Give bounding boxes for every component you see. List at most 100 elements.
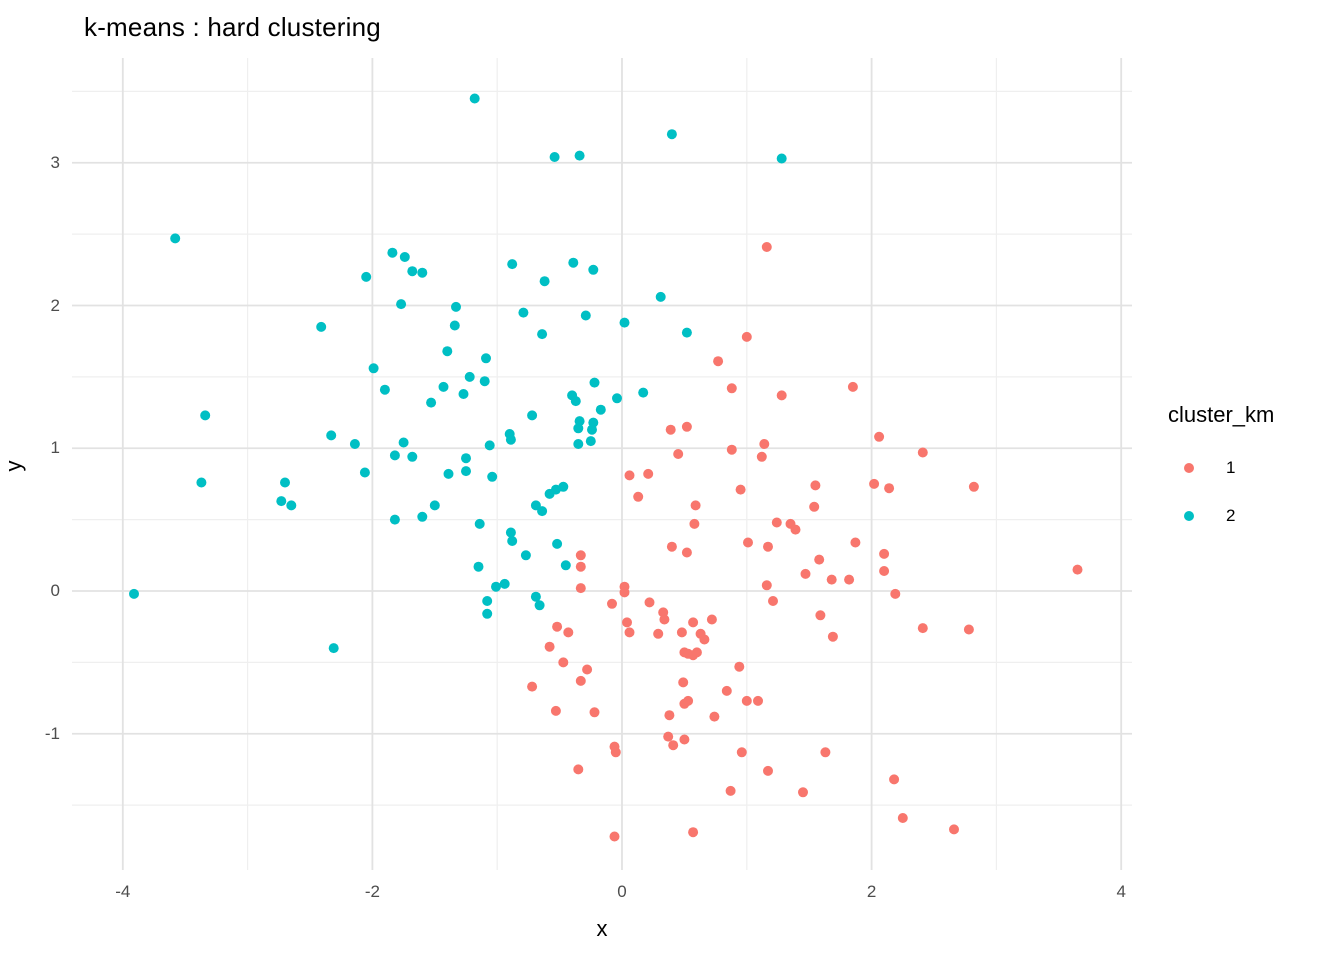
data-point-cluster-1 (688, 827, 699, 838)
data-point-cluster-1 (624, 627, 635, 638)
x-axis-title: x (596, 916, 608, 941)
data-point-cluster-1 (826, 574, 837, 585)
data-point-cluster-2 (585, 436, 596, 447)
data-point-cluster-1 (668, 740, 679, 751)
y-tick-label: -1 (44, 723, 60, 743)
data-point-cluster-1 (666, 541, 677, 552)
data-point-cluster-2 (587, 424, 597, 435)
chart-title: k-means : hard clustering (84, 12, 381, 42)
data-point-cluster-2 (461, 453, 471, 464)
data-point-cluster-2 (479, 376, 490, 387)
data-point-cluster-1 (690, 500, 701, 511)
data-point-cluster-1 (619, 587, 630, 598)
y-axis-title: y (1, 460, 26, 472)
data-point-cluster-1 (741, 695, 752, 706)
data-point-cluster-1 (558, 657, 569, 668)
data-point-cluster-2 (482, 596, 493, 606)
data-point-cluster-1 (563, 627, 574, 638)
y-tick-label: 1 (50, 438, 60, 458)
data-point-cluster-1 (884, 483, 895, 494)
data-point-cluster-1 (790, 524, 801, 535)
legend-item-label: 1 (1226, 458, 1236, 477)
data-point-cluster-2 (349, 439, 360, 449)
legend-item-cluster-2: 2 (1184, 504, 1235, 528)
data-point-cluster-1 (721, 685, 732, 696)
data-point-cluster-1 (653, 628, 664, 639)
data-point-cluster-2 (568, 257, 579, 268)
data-point-cluster-2 (612, 393, 622, 404)
legend-item-cluster-1: 1 (1184, 456, 1235, 480)
data-point-cluster-1 (741, 331, 752, 342)
data-point-cluster-2 (129, 588, 139, 599)
data-point-cluster-2 (328, 643, 339, 654)
data-point-cluster-2 (570, 396, 581, 407)
data-point-cluster-1 (609, 831, 620, 842)
data-point-cluster-2 (449, 320, 460, 331)
data-point-cluster-1 (949, 824, 959, 835)
data-point-cluster-2 (443, 468, 454, 479)
data-point-cluster-1 (847, 381, 858, 392)
data-point-cluster-2 (484, 440, 495, 451)
data-point-cluster-2 (595, 404, 606, 415)
data-point-cluster-2 (589, 377, 600, 388)
data-point-cluster-2 (499, 578, 510, 589)
data-point-cluster-2 (359, 467, 370, 478)
x-tick-label: 0 (617, 882, 627, 901)
data-point-cluster-1 (759, 439, 770, 449)
data-point-cluster-2 (491, 581, 501, 592)
data-point-cluster-1 (815, 610, 826, 621)
data-point-cluster-2 (655, 291, 666, 302)
data-point-cluster-1 (643, 468, 654, 479)
legend-item-label: 2 (1226, 506, 1236, 525)
y-tick-label: 0 (50, 581, 60, 600)
data-point-cluster-2 (505, 434, 516, 445)
data-point-cluster-1 (678, 677, 689, 688)
data-point-cluster-1 (679, 734, 690, 745)
data-point-cluster-1 (664, 710, 675, 721)
data-point-cluster-1 (1072, 564, 1083, 575)
data-point-cluster-1 (820, 747, 831, 758)
data-point-cluster-1 (699, 634, 710, 645)
data-point-cluster-1 (706, 614, 717, 625)
data-point-cluster-2 (389, 514, 400, 525)
x-tick-label: 2 (866, 882, 877, 901)
data-point-cluster-1 (709, 711, 720, 722)
cluster-1-dot-icon (1184, 463, 1194, 473)
data-point-cluster-2 (280, 477, 290, 488)
data-point-cluster-2 (520, 550, 531, 561)
data-point-cluster-1 (527, 681, 538, 692)
data-point-cluster-2 (638, 387, 649, 398)
data-point-cluster-2 (461, 466, 471, 477)
data-point-cluster-2 (326, 430, 337, 441)
y-tick-label: 2 (50, 295, 60, 315)
data-point-cluster-2 (469, 93, 480, 104)
data-point-cluster-1 (689, 518, 700, 529)
data-point-cluster-2 (482, 608, 493, 619)
data-point-cluster-1 (624, 470, 635, 481)
data-point-cluster-1 (575, 561, 586, 572)
data-point-cluster-1 (644, 597, 655, 608)
data-point-cluster-2 (573, 423, 584, 434)
data-point-cluster-1 (768, 596, 778, 606)
data-point-cluster-1 (544, 641, 555, 652)
data-point-cluster-2 (537, 329, 548, 340)
data-point-cluster-1 (550, 705, 561, 716)
legend: cluster_km 1 2 (1168, 402, 1275, 525)
data-point-cluster-1 (726, 383, 737, 394)
data-point-cluster-1 (610, 747, 621, 758)
data-point-cluster-2 (407, 451, 418, 462)
data-point-cluster-1 (963, 624, 974, 635)
data-point-cluster-1 (734, 661, 745, 672)
data-point-cluster-2 (442, 346, 453, 357)
data-point-cluster-1 (736, 747, 747, 758)
data-point-cluster-1 (844, 574, 855, 585)
data-point-cluster-2 (379, 384, 390, 395)
data-point-cluster-1 (879, 566, 890, 576)
data-point-cluster-1 (575, 550, 586, 561)
data-point-cluster-1 (681, 547, 692, 558)
data-point-cluster-2 (200, 410, 211, 421)
data-point-cluster-2 (481, 353, 491, 364)
legend-title: cluster_km (1168, 402, 1275, 427)
